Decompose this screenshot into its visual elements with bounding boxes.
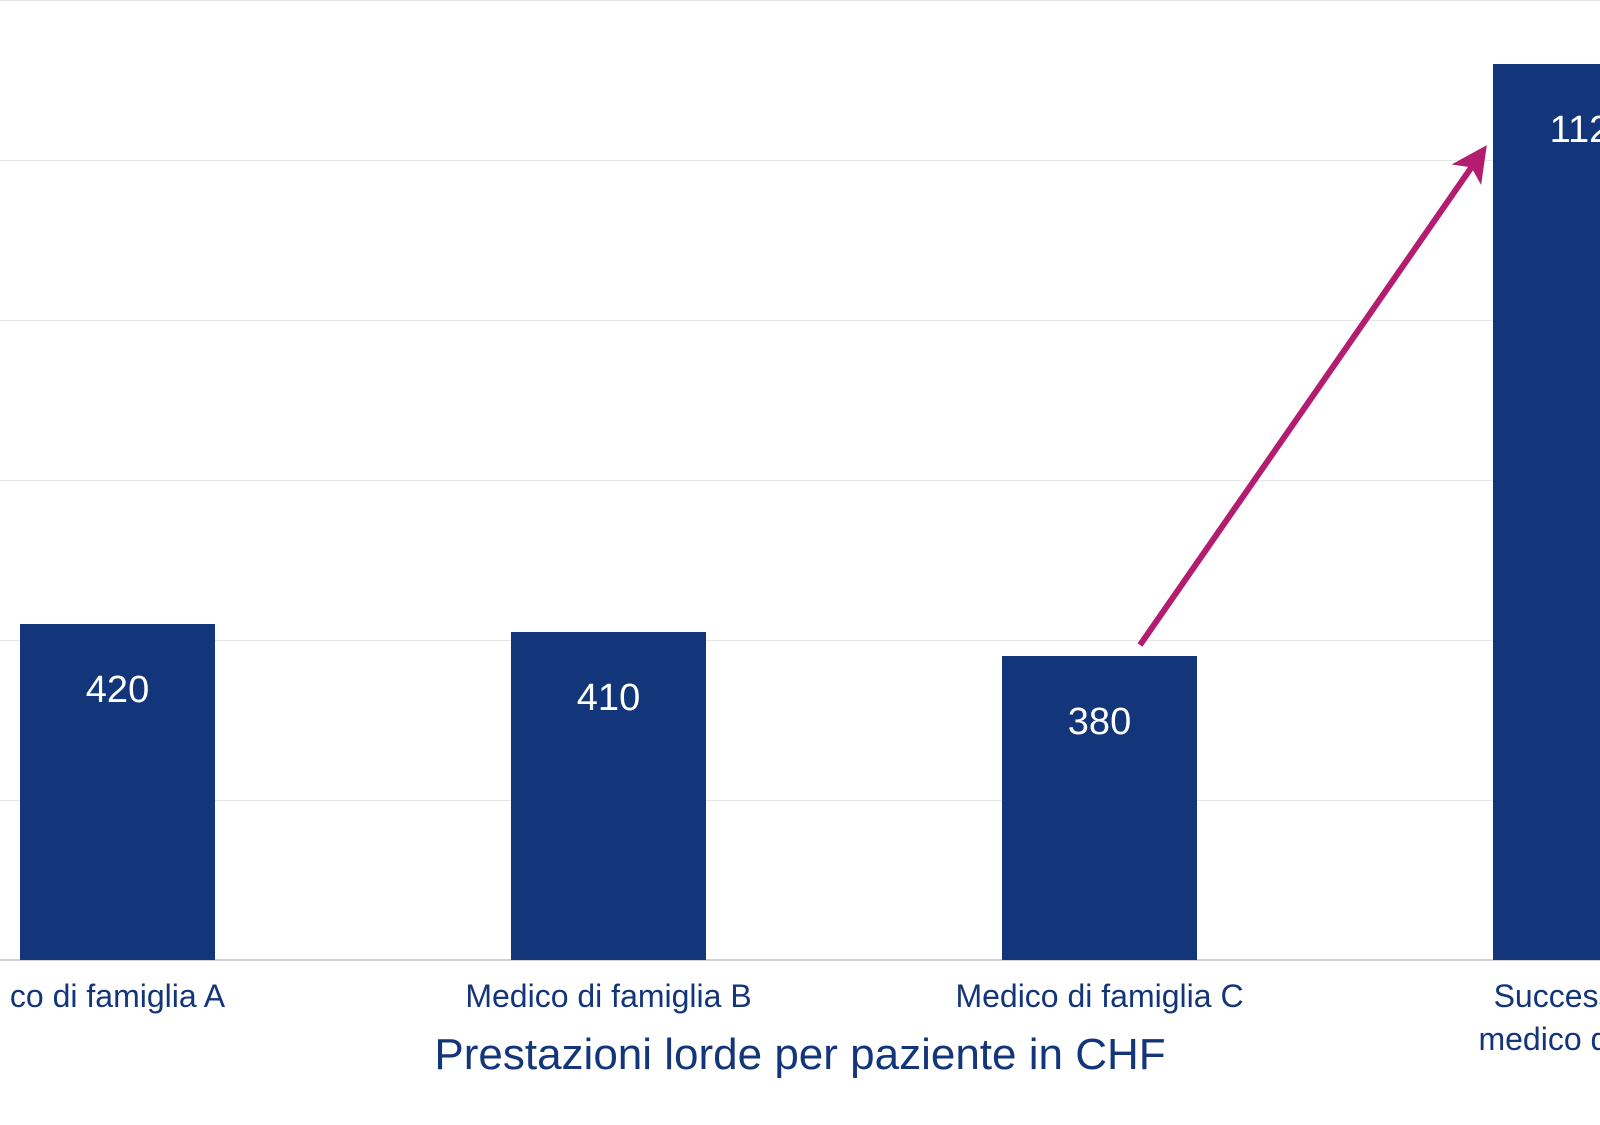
gridline [0, 160, 1600, 161]
category-label: Medico di famiglia B [389, 975, 829, 1018]
category-label: co di famiglia A [0, 975, 338, 1018]
bar: 410 [511, 632, 706, 960]
gridline [0, 320, 1600, 321]
bar-chart: 420 410 380 1120 Prestazioni lorde per pazi… [0, 0, 1600, 1125]
gridline [0, 800, 1600, 801]
category-label: Medico di famiglia C [880, 975, 1320, 1018]
category-label: Successore d medico di famig [1371, 975, 1600, 1061]
bar: 1120 [1493, 64, 1600, 960]
bar-value-label: 420 [20, 669, 215, 712]
chart-title: Prestazioni lorde per paziente in CHF [0, 1030, 1600, 1080]
bar: 420 [20, 624, 215, 960]
plot-area: 420 410 380 1120 [0, 0, 1600, 960]
bar-value-label: 1120 [1493, 109, 1600, 152]
gridline [0, 480, 1600, 481]
bar: 380 [1002, 656, 1197, 960]
axis-baseline [0, 959, 1600, 961]
gridline [0, 640, 1600, 641]
bar-value-label: 410 [511, 677, 706, 720]
bar-value-label: 380 [1002, 701, 1197, 744]
gridline [0, 0, 1600, 1]
